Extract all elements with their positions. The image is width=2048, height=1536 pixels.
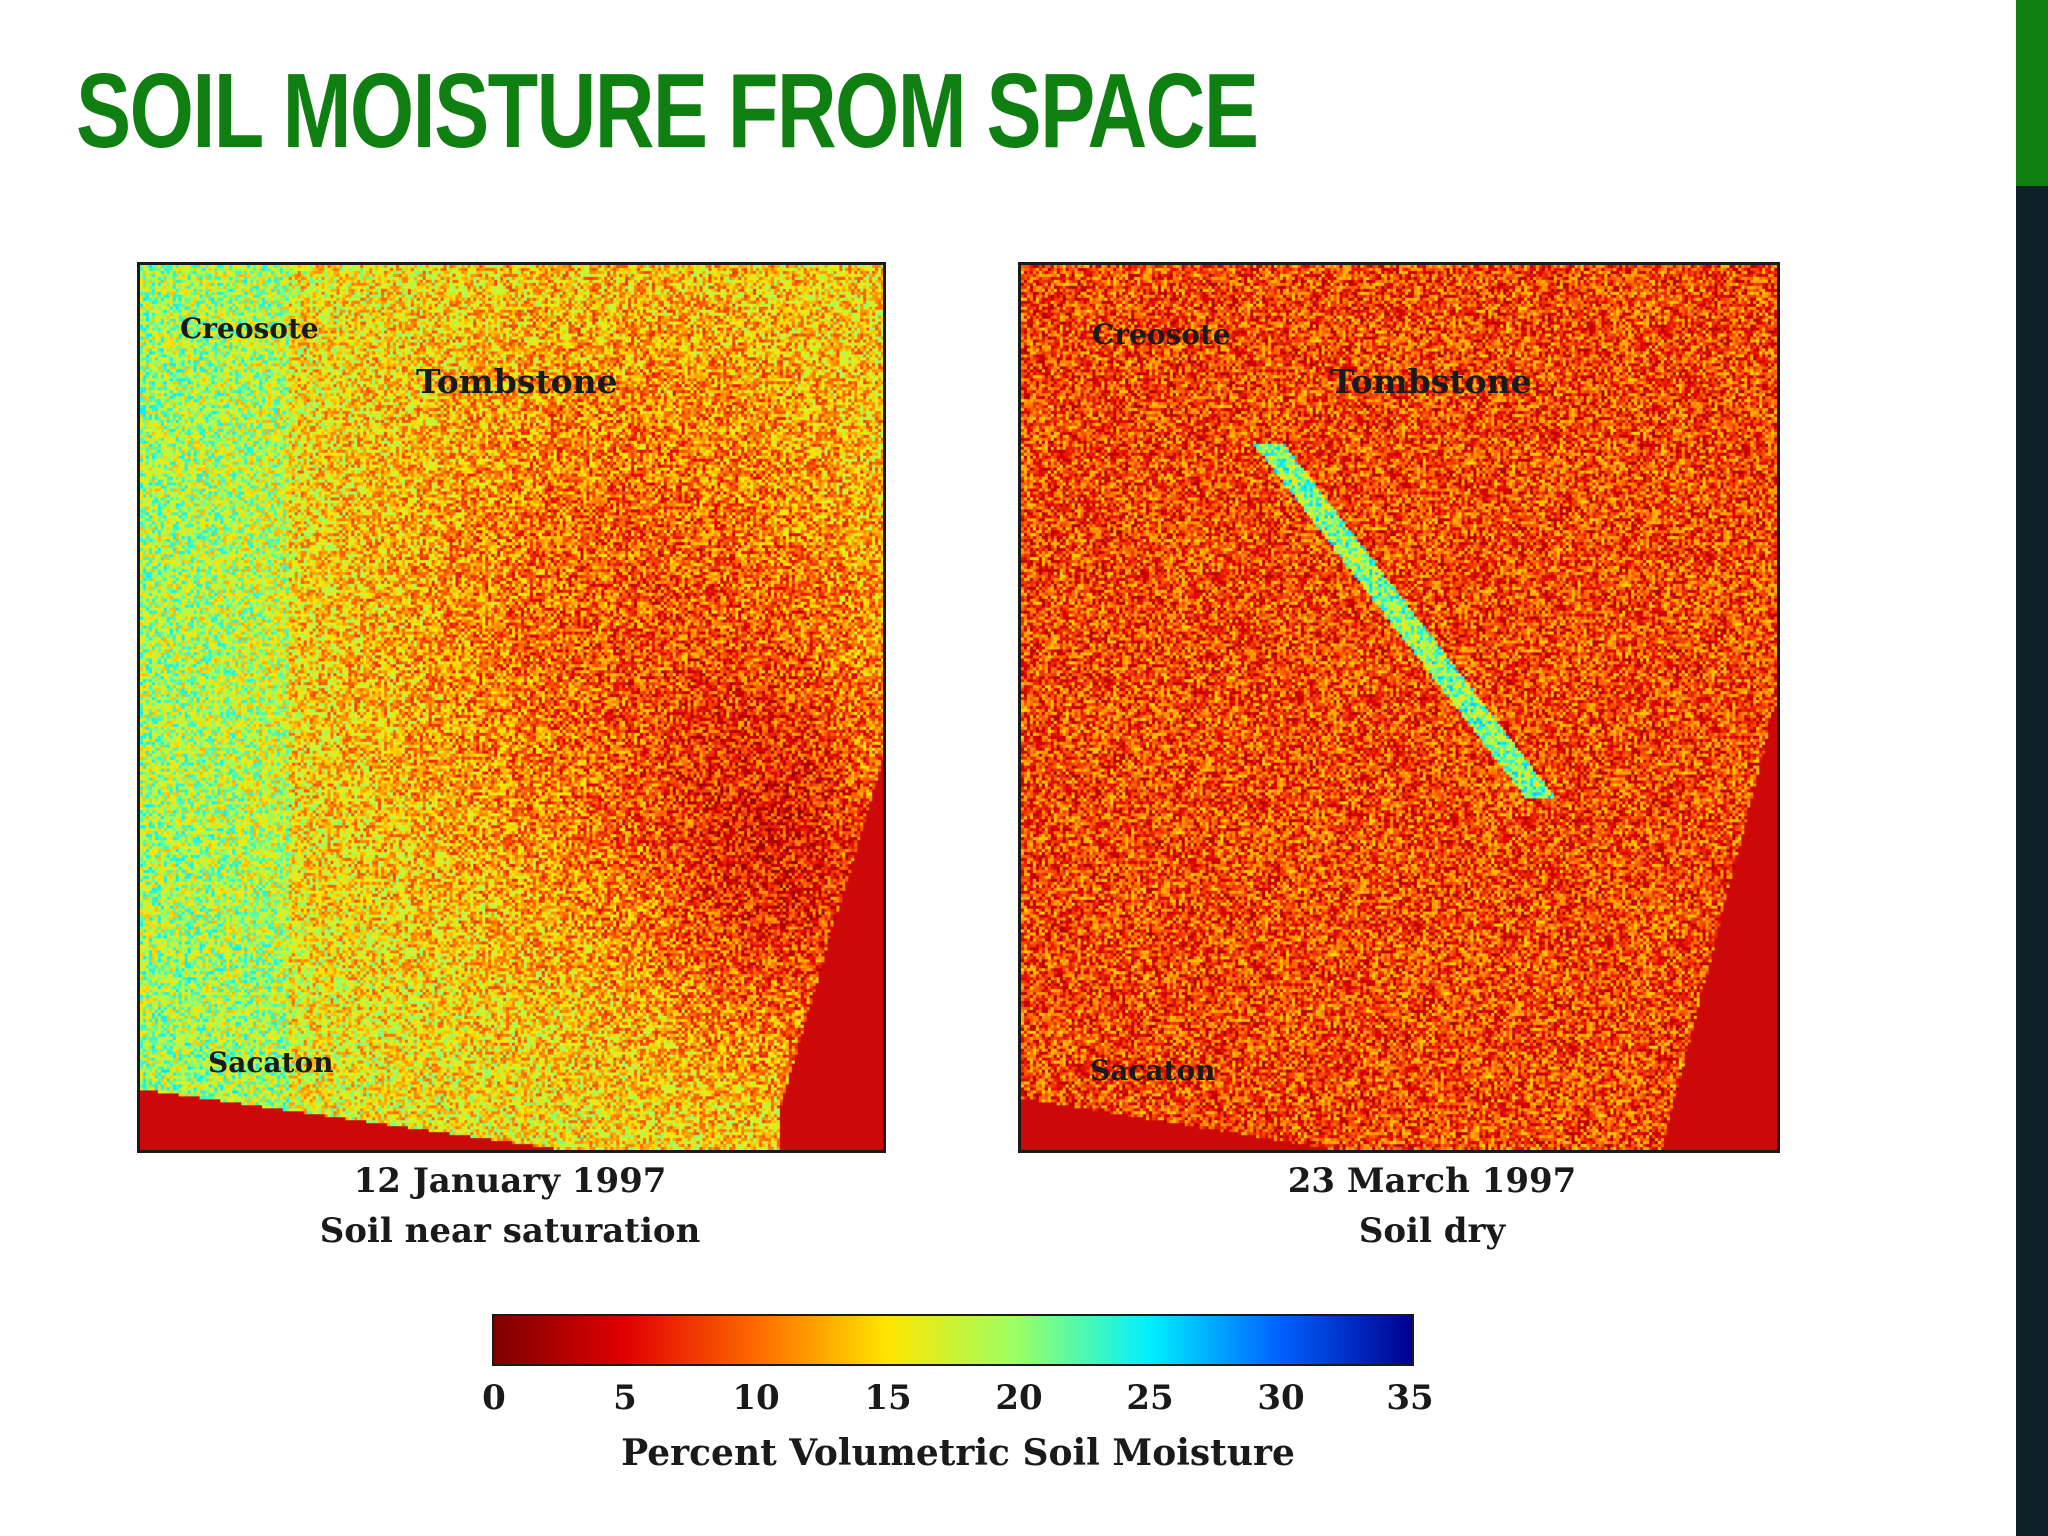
map-label-sacaton: Sacaton xyxy=(1090,1054,1216,1087)
colorbar-tick: 35 xyxy=(1386,1378,1434,1418)
map-label-sacaton: Sacaton xyxy=(208,1046,334,1079)
colorbar-tick: 25 xyxy=(1126,1378,1174,1418)
colorbar-tick: 5 xyxy=(613,1378,637,1418)
map-label-creosote: Creosote xyxy=(180,312,319,345)
map-date-march: 23 March 1997 xyxy=(1287,1161,1577,1201)
map-caption-january: 12 January 1997 Soil near saturation xyxy=(260,1156,760,1256)
soil-moisture-map-march xyxy=(1018,262,1780,1153)
map-caption-march: 23 March 1997 Soil dry xyxy=(1182,1156,1682,1256)
map-condition-march: Soil dry xyxy=(1358,1211,1506,1251)
colorbar-gradient xyxy=(492,1314,1414,1366)
map-label-creosote: Creosote xyxy=(1092,318,1231,351)
colorbar-tick: 0 xyxy=(482,1378,506,1418)
map-label-tombstone: Tombstone xyxy=(1330,362,1532,401)
right-side-bar xyxy=(2016,0,2048,1536)
colorbar-tick: 10 xyxy=(732,1378,780,1418)
soil-moisture-map-january xyxy=(137,262,886,1153)
map-label-tombstone: Tombstone xyxy=(416,362,618,401)
colorbar-tick: 20 xyxy=(995,1378,1043,1418)
map-date-january: 12 January 1997 xyxy=(353,1161,667,1201)
colorbar-tick: 15 xyxy=(864,1378,912,1418)
colorbar-tick: 30 xyxy=(1257,1378,1305,1418)
map-condition-january: Soil near saturation xyxy=(319,1211,701,1251)
right-accent-bar xyxy=(2016,0,2048,186)
colorbar-label: Percent Volumetric Soil Moisture xyxy=(621,1432,1295,1474)
slide-title: SOIL MOISTURE FROM SPACE xyxy=(76,52,1259,170)
